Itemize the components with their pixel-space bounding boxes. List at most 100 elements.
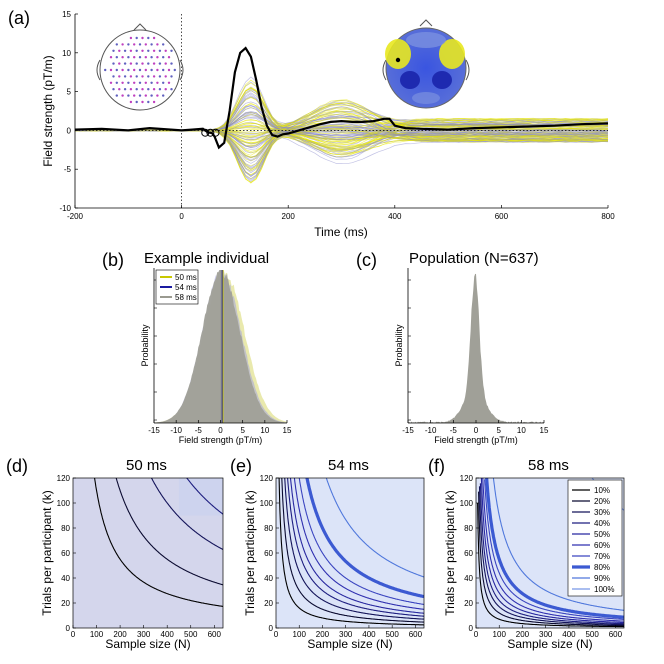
y-tick-label: 120 bbox=[57, 474, 71, 483]
sensor-dot bbox=[135, 36, 138, 40]
x-tick-label: 100 bbox=[90, 630, 104, 639]
sensor-dot bbox=[133, 56, 136, 59]
sensor-dot bbox=[162, 56, 165, 59]
sensor-dot bbox=[158, 75, 162, 78]
y-tick-label: 60 bbox=[61, 549, 70, 558]
y-tick-label: 60 bbox=[464, 549, 473, 558]
power-contour bbox=[278, 478, 424, 626]
power-contour bbox=[293, 478, 424, 610]
sensor-dot bbox=[144, 81, 147, 85]
legend-label: 50 ms bbox=[175, 273, 197, 282]
sensor-dot bbox=[162, 68, 165, 72]
power-contour bbox=[478, 486, 624, 626]
sensor-dot bbox=[170, 49, 173, 52]
sensor-dot bbox=[129, 62, 133, 65]
sensor-dot bbox=[115, 94, 119, 97]
sensor-dot bbox=[141, 36, 144, 40]
sensor-dot bbox=[167, 68, 171, 72]
x-tick-label: 300 bbox=[137, 630, 151, 639]
legend-label: 58 ms bbox=[175, 293, 197, 302]
panel-d: 0 20 40 60 80 100 120 0 100 200 300 400 500 600 Sample… bbox=[40, 474, 224, 651]
power-contour bbox=[477, 502, 624, 628]
sensor-dot bbox=[109, 81, 113, 85]
sensor-dot bbox=[118, 62, 121, 65]
legend-label: 80% bbox=[594, 563, 610, 572]
sensor-dot bbox=[156, 56, 159, 59]
x-tick-label: 400 bbox=[161, 630, 175, 639]
sensor-dot bbox=[141, 75, 144, 78]
legend-label: 70% bbox=[594, 552, 610, 561]
x-tick-label: 200 bbox=[516, 630, 530, 639]
sensor-dot bbox=[129, 100, 133, 104]
sensor-dot bbox=[147, 100, 150, 104]
y-axis-label: Trials per participant (k) bbox=[443, 490, 457, 616]
sensor-dot bbox=[164, 49, 167, 52]
power-contour bbox=[484, 479, 624, 620]
x-axis-label: Time (ms) bbox=[314, 225, 368, 239]
sensor-dot bbox=[150, 94, 153, 97]
sensor-dot bbox=[152, 75, 156, 78]
x-tick-label: 5 bbox=[240, 426, 245, 435]
sensor-dot bbox=[109, 68, 113, 72]
legend-label: 20% bbox=[594, 497, 610, 506]
x-tick-label: 15 bbox=[283, 426, 292, 435]
sensor-dot bbox=[133, 81, 136, 85]
sensor-dot bbox=[118, 75, 121, 78]
sensor-dot bbox=[156, 81, 159, 85]
sensor-dot bbox=[129, 75, 133, 78]
panel-b: -15 -10 -5 0 5 10 15 Field strength (pT/m) Proba… bbox=[140, 268, 292, 445]
sensor-dot bbox=[123, 75, 127, 78]
x-axis-label: Field strength (pT/m) bbox=[434, 435, 518, 445]
y-axis-label: Field strength (pT/m) bbox=[41, 55, 55, 166]
sensor-dot bbox=[164, 88, 167, 91]
sensor-dot bbox=[144, 68, 147, 72]
power-contour bbox=[115, 478, 223, 586]
x-tick-label: 0 bbox=[274, 630, 279, 639]
selected-sensor-trace bbox=[74, 46, 609, 150]
power-contour bbox=[480, 478, 624, 624]
x-tick-label: 500 bbox=[184, 630, 198, 639]
legend-label: 54 ms bbox=[175, 283, 197, 292]
power-contour bbox=[150, 478, 223, 551]
sensor-dot bbox=[135, 49, 138, 52]
legend-box bbox=[567, 479, 623, 597]
sensor-dot bbox=[121, 56, 124, 59]
sensor-dot bbox=[123, 88, 127, 91]
legend-label: 30% bbox=[594, 508, 610, 517]
sensor-dot bbox=[170, 62, 173, 65]
x-tick-label: 0 bbox=[474, 630, 479, 639]
x-tick-label: -15 bbox=[148, 426, 160, 435]
sensor-dot bbox=[127, 56, 130, 59]
x-tick-label: 100 bbox=[293, 630, 307, 639]
sensor-dot bbox=[150, 43, 153, 46]
panel-label-f: (f) bbox=[428, 456, 445, 476]
x-tick-label: 200 bbox=[316, 630, 330, 639]
sensor-dot bbox=[158, 49, 162, 52]
sensor-dot bbox=[138, 56, 142, 59]
x-tick-label: 600 bbox=[495, 212, 509, 221]
y-tick-label: 120 bbox=[260, 474, 274, 483]
sensor-dot bbox=[127, 81, 130, 85]
x-tick-label: 10 bbox=[517, 426, 526, 435]
y-tick-label: 20 bbox=[464, 599, 473, 608]
sensor-dot bbox=[167, 81, 171, 85]
power-contour bbox=[186, 478, 223, 515]
y-tick-label: 20 bbox=[264, 599, 273, 608]
panel-title-f: 58 ms bbox=[528, 457, 569, 474]
x-tick-label: -15 bbox=[402, 426, 414, 435]
sensor-dot bbox=[164, 62, 167, 65]
sensor-dot bbox=[104, 68, 107, 72]
power-contour bbox=[305, 478, 424, 599]
latency-marker bbox=[211, 128, 220, 137]
y-tick-label: 40 bbox=[264, 574, 273, 583]
x-tick-label: 600 bbox=[609, 630, 623, 639]
panel-a: -10 -5 0 5 10 15 -200 0 200 400 600 800 Time (ms) Fie… bbox=[41, 10, 615, 239]
sensor-dot bbox=[152, 49, 156, 52]
sensor-dot bbox=[167, 56, 171, 59]
sensor-dot bbox=[115, 68, 119, 72]
sensor-dot bbox=[129, 88, 133, 91]
sensor-dot bbox=[118, 49, 121, 52]
y-axis-label: Probability bbox=[394, 324, 404, 367]
